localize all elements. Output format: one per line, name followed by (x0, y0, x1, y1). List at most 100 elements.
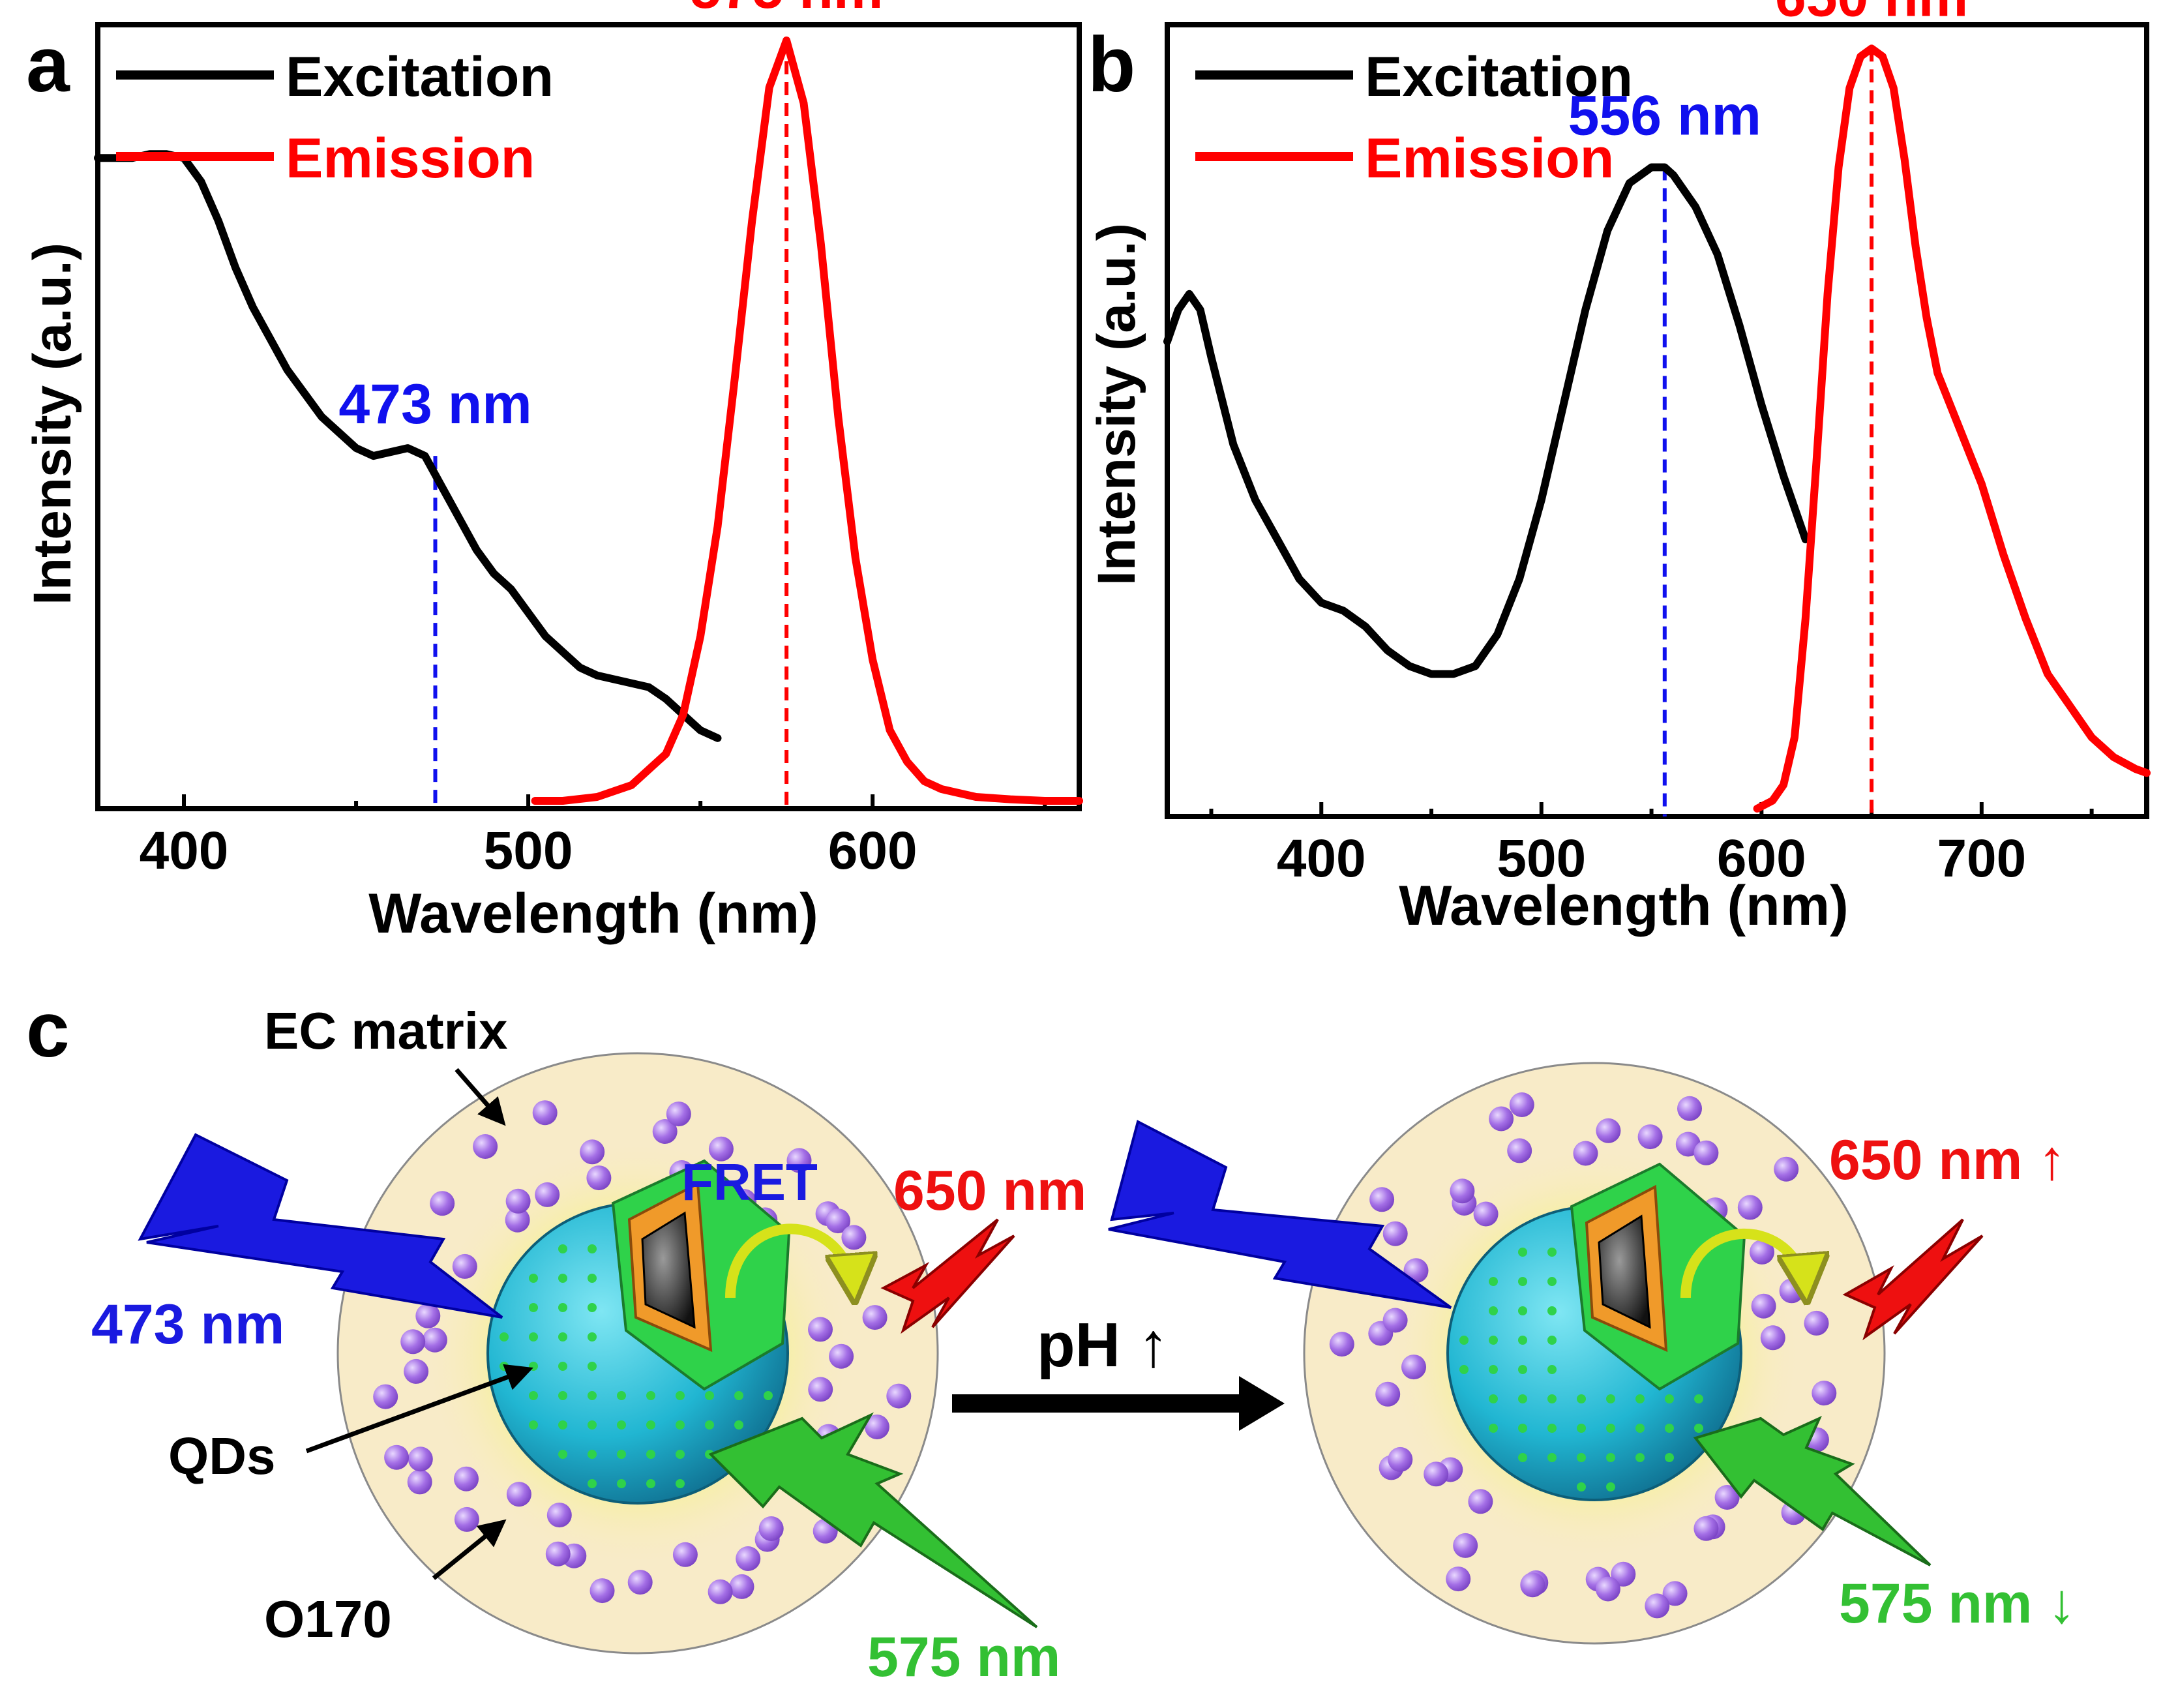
qd-dot (1489, 1336, 1498, 1345)
ph-label: pH ↑ (1037, 1310, 1169, 1380)
qd-dot (558, 1244, 567, 1253)
bolt-red-left (880, 1218, 1015, 1334)
dye-dot (473, 1134, 498, 1159)
qd-dot (1547, 1453, 1557, 1462)
dye-dot (545, 1541, 571, 1566)
qd-dot (500, 1362, 509, 1371)
qd-dot (1694, 1394, 1703, 1403)
dye-dot (1382, 1221, 1408, 1246)
qd-dot (1547, 1365, 1557, 1374)
legend-a-emission-label: Emission (286, 127, 535, 190)
qd-dot (558, 1450, 567, 1459)
dye-dots-right (1329, 1092, 1837, 1619)
qd-dot (558, 1303, 567, 1312)
panel-c: c (26, 986, 2076, 1688)
label-qds: QDs (168, 1427, 276, 1485)
dye-dot (729, 1574, 754, 1599)
bolt-green-right (1693, 1416, 1932, 1566)
dye-dot (826, 1208, 850, 1234)
panel-a: a 400 500 600 473 nm 575 nm Excitation Emiss… (23, 0, 1083, 945)
label-650-right: 650 nm ↑ (1829, 1129, 2066, 1191)
qd-dot (1606, 1424, 1615, 1433)
panel-b-letter: b (1088, 21, 1135, 108)
plot-b-tick-label: 400 (1277, 829, 1366, 888)
axis-b-xlabel: Wavelength (nm) (1399, 875, 1849, 937)
qd-dot (1665, 1394, 1674, 1403)
dye-dot (1637, 1124, 1663, 1150)
qd-dot (1635, 1424, 1645, 1433)
dye-dot (404, 1358, 429, 1384)
dye-dot (1453, 1533, 1478, 1558)
dye-dot (1645, 1593, 1670, 1619)
label-473-left: 473 nm (91, 1293, 284, 1356)
plot-a-tick-label: 600 (828, 821, 917, 880)
qd-dot (529, 1303, 538, 1312)
qd-dot (764, 1391, 773, 1400)
dye-dot (1693, 1516, 1719, 1541)
dye-dot (1714, 1485, 1740, 1510)
label-fret: FRET (681, 1153, 818, 1211)
qd-dot (617, 1391, 626, 1400)
dye-dot (586, 1165, 612, 1191)
label-575-right: 575 nm ↓ (1839, 1572, 2076, 1635)
label-650-left: 650 nm (893, 1160, 1086, 1222)
dye-dot (1507, 1138, 1532, 1163)
qd-dot (1547, 1336, 1557, 1345)
dye-dot (862, 1305, 888, 1330)
label-o170: O170 (264, 1590, 392, 1648)
plot-b-annotation-650: 650 nm (1775, 0, 1968, 28)
qd-surface-dots-left (500, 1244, 773, 1488)
axis-a-xlabel: Wavelength (nm) (368, 882, 818, 945)
dye-dot (373, 1384, 398, 1409)
dye-dot (886, 1383, 912, 1409)
dye-dot (708, 1579, 733, 1604)
dye-dot (1446, 1566, 1471, 1592)
qds-pointer (305, 1364, 533, 1454)
qd-dot (1635, 1453, 1645, 1462)
dye-dot (627, 1570, 653, 1595)
ph-arrow-head (1239, 1376, 1285, 1431)
qd-dot (1577, 1453, 1586, 1462)
dye-dot (589, 1578, 615, 1604)
plot-a-tick-label: 500 (484, 821, 573, 880)
dye-dot (1375, 1381, 1401, 1407)
plot-a-annotation-575: 575 nm (690, 0, 883, 20)
qd-dot (1518, 1306, 1527, 1315)
dye-dot (1388, 1446, 1413, 1472)
panel-b-legend: Excitation Emission (1195, 46, 1633, 190)
dye-dot (652, 1119, 678, 1144)
plot-b-tick-label: 700 (1937, 829, 2026, 888)
dye-dot (736, 1546, 761, 1571)
fret-arrow-right (1680, 1229, 1806, 1298)
dye-dot (1473, 1201, 1499, 1227)
dye-dot (1509, 1092, 1534, 1117)
dye-dot (1737, 1195, 1763, 1220)
dye-dot (1693, 1140, 1719, 1165)
plot-b-series-emission (1753, 44, 2151, 813)
dye-dot (407, 1469, 432, 1495)
dye-dot (1774, 1156, 1799, 1182)
core-right (1598, 1214, 1651, 1329)
dye-dot (580, 1139, 605, 1165)
dye-dot (506, 1482, 531, 1507)
qd-dot (588, 1420, 597, 1430)
dye-dot (546, 1503, 572, 1528)
qd-dot (529, 1274, 538, 1283)
dye-dot (1760, 1325, 1785, 1351)
dye-dot (1401, 1355, 1426, 1380)
plot-b-annotation-556: 556 nm (1568, 85, 1761, 147)
dye-dot (384, 1445, 410, 1470)
dye-dot (1611, 1561, 1636, 1587)
qd-dot (1518, 1394, 1527, 1403)
qd-dot (588, 1303, 597, 1312)
qd-dot (588, 1362, 597, 1371)
qd-dot (1518, 1453, 1527, 1462)
panel-a-letter: a (26, 21, 70, 108)
ec-matrix-pointer (455, 1068, 506, 1126)
qd-dot (1489, 1394, 1498, 1403)
dye-dot (454, 1466, 479, 1491)
dye-dot (1573, 1141, 1598, 1166)
dye-dot (454, 1506, 479, 1532)
qd-dot (1665, 1424, 1674, 1433)
